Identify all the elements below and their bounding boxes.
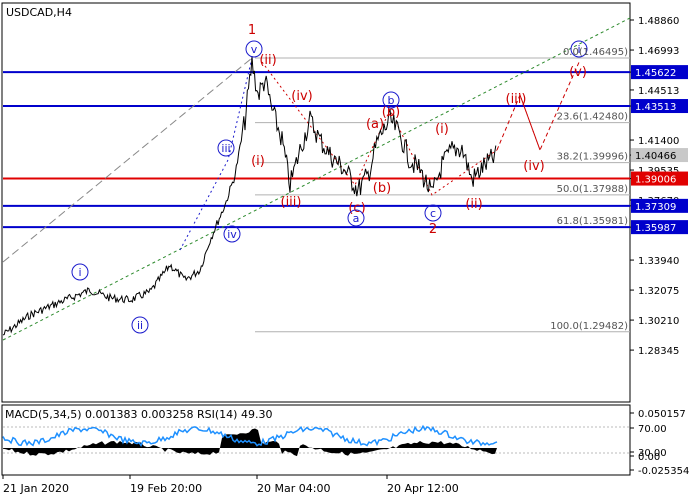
price-pane-frame [1, 2, 631, 403]
wave-circle [217, 139, 235, 157]
wave-label-red: (iii) [281, 195, 302, 210]
wave-label-blue: i [78, 266, 81, 279]
price-tick-label: 1.41400 [638, 136, 679, 147]
time-axis: 21 Jan 2020 19 Feb 20:00 20 Mar 04:00 20 Ap… [2, 475, 459, 495]
wave-label-red: (b) [382, 105, 400, 120]
fib-level-label: 23.6(1.42480) [557, 112, 629, 123]
chart-title: USDCAD,H4 [6, 6, 72, 19]
wave-label-blue: i [577, 43, 580, 56]
fib-level-label: 100.0(1.29482) [550, 321, 628, 332]
time-tick-label: 19 Feb 20:00 [130, 482, 202, 495]
wave-label-red: (ii) [465, 197, 482, 212]
wave-label-red: (i) [435, 122, 449, 137]
price-tag [631, 65, 688, 80]
support-resistance-levels [3, 71, 630, 229]
indicator-axis: 0.050157 70.00 30.000.00 -0.025354 [630, 409, 689, 477]
wave-circle [347, 209, 365, 227]
price-tick-label: 1.33940 [638, 256, 679, 267]
indicator-tick-label: 0.00 [638, 452, 660, 463]
fib-level-label: 61.8(1.35981) [557, 216, 629, 227]
price-tag [631, 99, 688, 114]
price-axis: 1.48860 1.46993 1.45622 1.44513 1.43513 1.414… [630, 16, 688, 357]
wave-label-red: 2 [429, 222, 437, 237]
wave-label-red: 1 [248, 23, 256, 38]
indicator-pane-frame [1, 404, 631, 476]
time-tick-label: 20 Mar 04:00 [257, 482, 330, 495]
wave-label-red: (iii) [506, 92, 527, 107]
wave-label-red: (ii) [259, 53, 276, 68]
macd-rsi-indicator [2, 424, 630, 457]
wave-label-red: (a) [366, 117, 384, 132]
wave-label-red: (i) [251, 154, 265, 169]
indicator-tick-label: -0.025354 [638, 466, 689, 477]
time-tick-label: 21 Jan 2020 [3, 482, 69, 495]
wave-circle [570, 40, 588, 58]
wave-label-red: (b) [373, 181, 391, 196]
time-tick-label: 20 Apr 12:00 [387, 482, 459, 495]
wave-circle [382, 91, 400, 109]
wave-label-blue: b [388, 94, 395, 107]
price-tag [631, 148, 688, 163]
forecast-leg [519, 94, 541, 151]
price-tag-label: 1.45622 [635, 68, 676, 79]
wave-label-blue: c [430, 207, 436, 220]
elliott-wave-labels: 1(ii)(iv)(i)(iii)(a)(b)(b)(c)(i)2(ii)(ii… [71, 23, 588, 334]
price-tick-label: 1.30210 [638, 316, 679, 327]
indicator-tick-label: 70.00 [638, 424, 667, 435]
price-tag-label: 1.37309 [635, 202, 676, 213]
wave-circle [131, 316, 149, 334]
price-series-line [2, 56, 497, 336]
rsi-line [2, 424, 498, 448]
fib-level-label: 0.0(1.46495) [563, 47, 628, 58]
fibonacci-levels [255, 57, 630, 333]
price-tag-label: 1.43513 [635, 102, 676, 113]
wave-label-red: (iv) [291, 89, 312, 104]
fib-level-label: 38.2(1.39996) [557, 152, 629, 163]
wave-label-blue: iii [221, 142, 230, 155]
price-tick-label: 1.32075 [638, 286, 679, 297]
wave-label-red: (v) [569, 65, 587, 80]
indicator-label: MACD(5,34,5) 0.001383 0.003258 RSI(14) 4… [5, 408, 272, 421]
indicator-tick-label: 0.050157 [638, 409, 686, 420]
price-tick-label: 1.48860 [638, 16, 679, 27]
price-tick-label: 1.28345 [638, 346, 679, 357]
indicator-tick-label: 30.00 [638, 448, 667, 459]
wave-circle [71, 263, 89, 281]
price-tag-label: 1.40466 [635, 151, 676, 162]
wave-circle [424, 204, 442, 222]
price-tick-label: 1.44513 [638, 86, 679, 97]
wave-connector-blue [179, 57, 253, 251]
wave-circle [245, 40, 263, 58]
price-tag [631, 220, 688, 235]
price-tick-label: 1.39535 [638, 166, 679, 177]
fib-level-label: 50.0(1.37988) [557, 184, 629, 195]
wave-label-blue: ii [137, 319, 143, 332]
price-tick-label: 1.46993 [638, 46, 679, 57]
wave-label-blue: a [353, 212, 360, 225]
wave-label-red: (iv) [523, 159, 544, 174]
fibonacci-labels: 0.0(1.46495) 23.6(1.42480) 38.2(1.39996) 50… [550, 47, 628, 332]
price-tag [631, 171, 688, 186]
forecast-path [496, 59, 581, 152]
trend-line-upper [2, 57, 253, 263]
wave-label-blue: iv [227, 228, 237, 241]
price-tag [631, 198, 688, 213]
price-tag-label: 1.39006 [635, 175, 676, 186]
price-tag-label: 1.35987 [635, 223, 676, 234]
wave-circle [223, 225, 241, 243]
wave-label-blue: v [251, 43, 258, 56]
